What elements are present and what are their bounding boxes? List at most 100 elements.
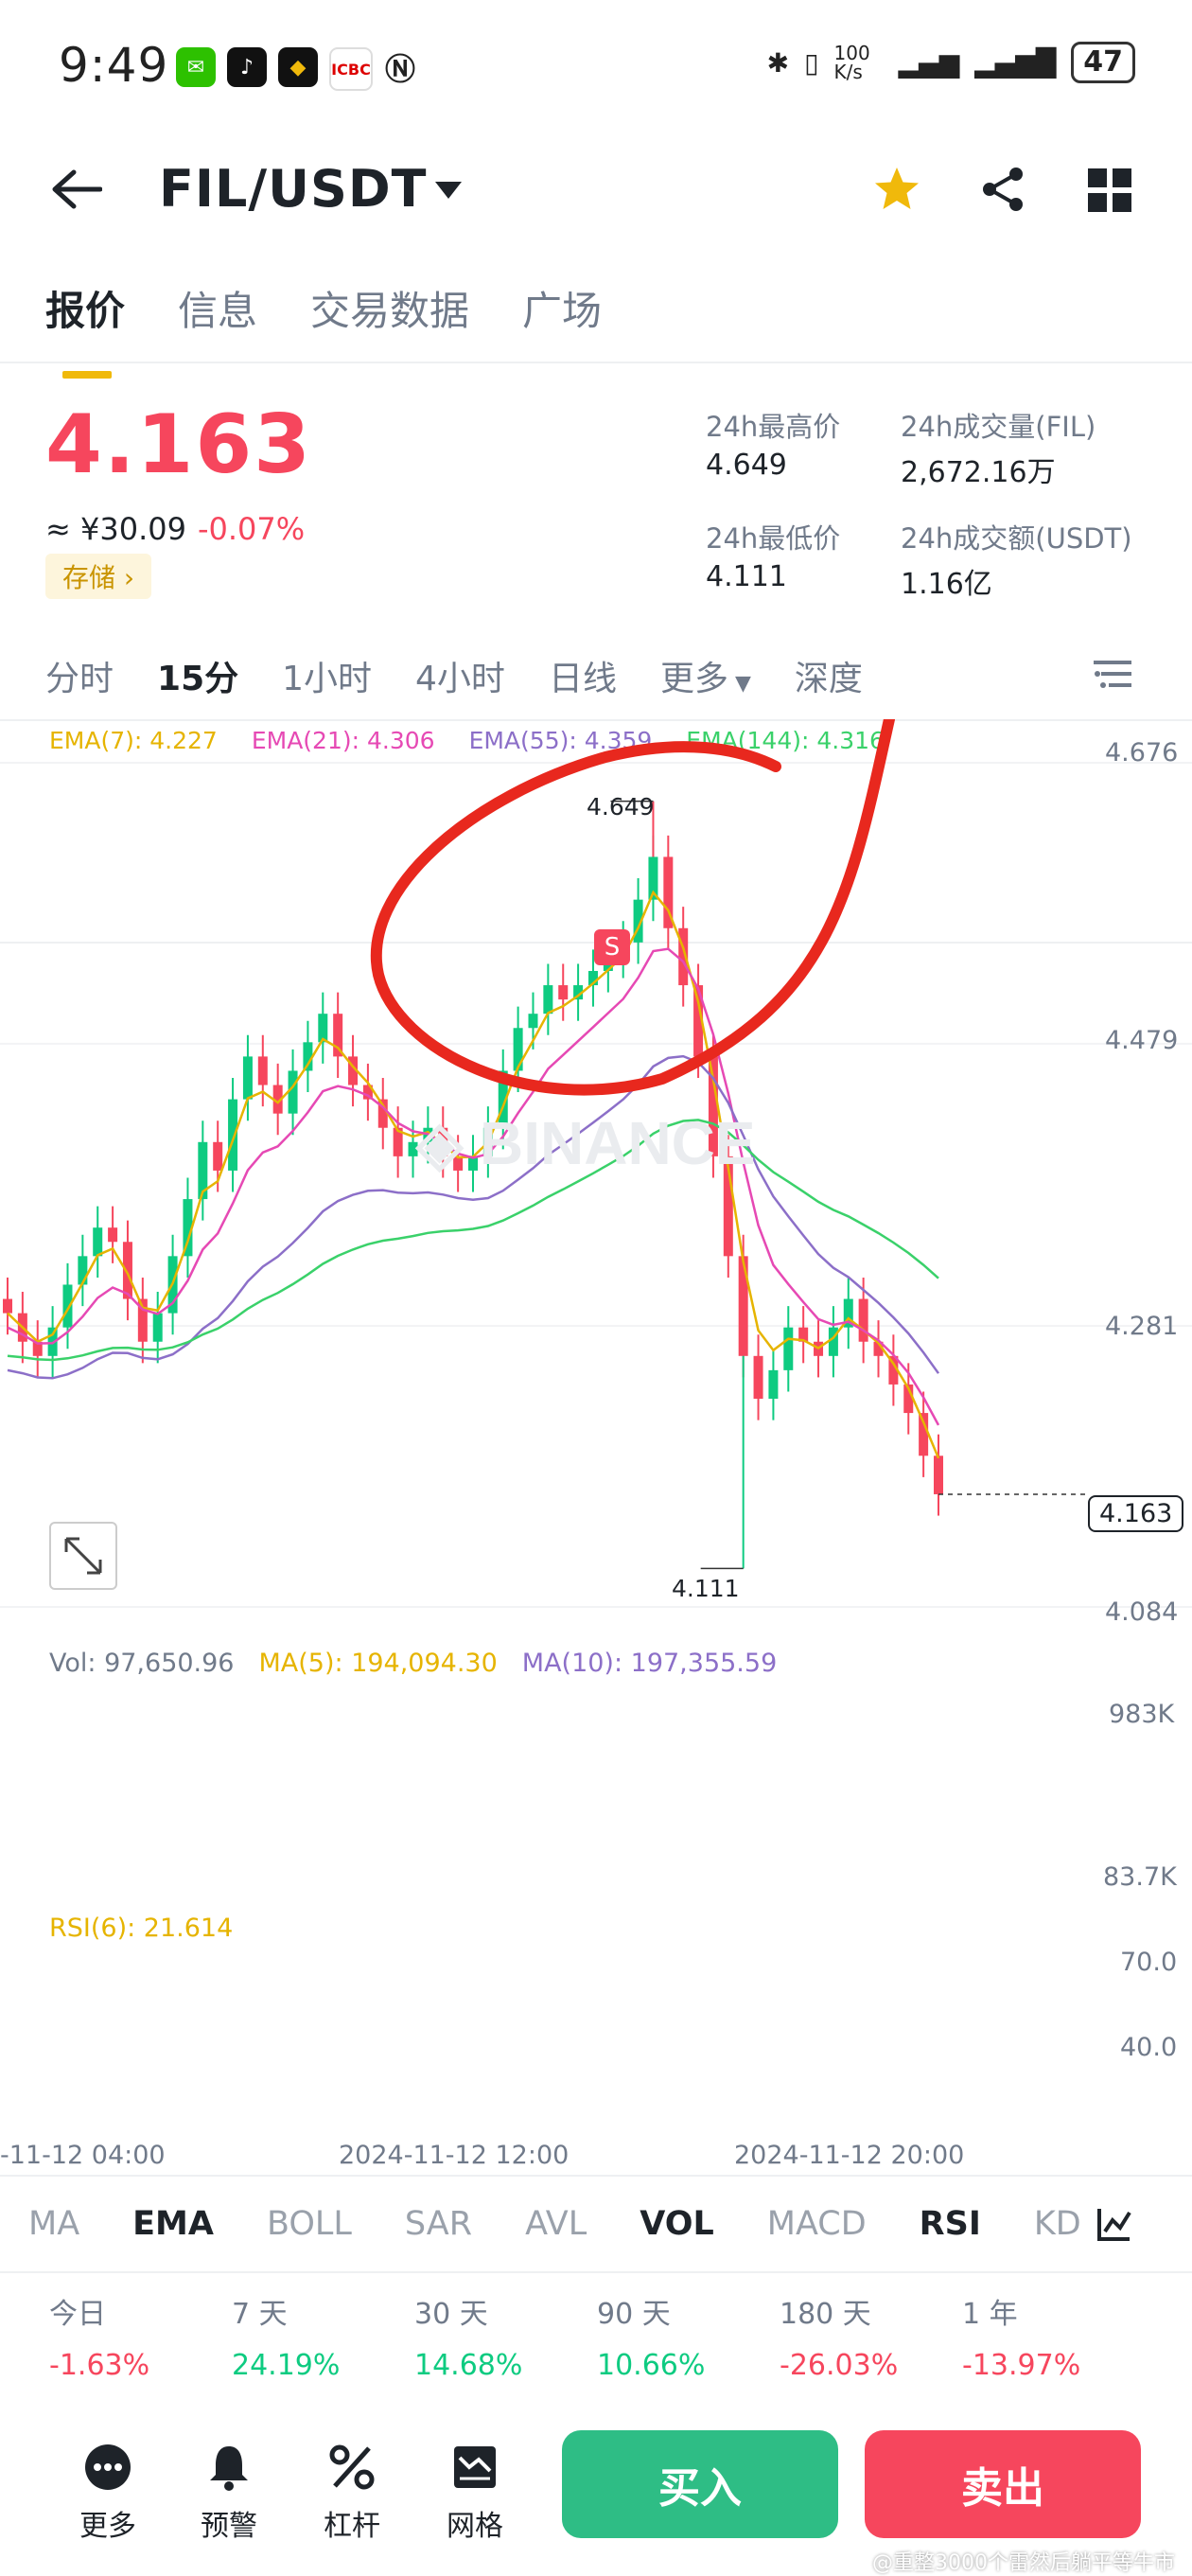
interval-1d[interactable]: 日线 [548,660,617,698]
status-right: ✱ ▯ 100 K/s ▂▄▆ ▂▄▆█ 47 [767,42,1135,83]
storage-tag-badge[interactable]: 存储 › [45,554,152,599]
grid-bot-label: 网格 [447,2510,503,2543]
candle-body [468,1156,478,1171]
candle-body [257,1056,268,1085]
candle-body [738,1256,748,1356]
volume-legend: Vol: 97,650.96 MA(5): 194,094.30 MA(10):… [49,1649,777,1678]
share-icon[interactable] [978,165,1027,214]
annotation-circle [371,719,895,1096]
chart-settings-icon[interactable] [1094,657,1131,691]
perf-label: 90 天 [597,2298,671,2331]
indicator-ema[interactable]: EMA [132,2205,214,2243]
time-axis-label: -11-12 04:00 [0,2141,166,2170]
interval-15m[interactable]: 15分 [157,660,239,698]
candle-body [333,1014,343,1057]
favorite-star-icon[interactable] [872,165,921,214]
perf-label: 180 天 [780,2298,871,2331]
candle-body [3,1298,12,1314]
indicator-boll[interactable]: BOLL [266,2205,352,2243]
interval-4h[interactable]: 4小时 [415,660,505,698]
ema144-line [7,1119,939,1362]
candle-body [723,1156,733,1257]
indicator-sar[interactable]: SAR [404,2205,473,2243]
leverage-button[interactable]: 杠杆 [305,2442,399,2544]
candle-body [122,1242,132,1299]
perf-item: 1 年 -13.97% [962,2290,1145,2382]
percent-icon [326,2442,377,2493]
alert-label: 预警 [201,2510,257,2543]
vol-usdt-value: 1.16亿 [901,568,992,601]
grid-bot-icon [449,2442,500,2493]
pair-title[interactable]: FIL/USDT [159,159,428,219]
candle-body [362,1085,373,1100]
expand-icon [64,1537,102,1575]
pair-dropdown-icon[interactable] [433,180,464,201]
tab-quote[interactable]: 报价 [45,279,125,379]
vol-label: Vol: 97,650.96 [49,1649,235,1678]
perf-item: 今日 -1.63% [49,2290,232,2382]
candle-body [828,1327,838,1356]
buy-button[interactable]: 买入 [562,2430,838,2538]
interval-line[interactable]: 分时 [45,660,114,698]
indicator-settings-icon[interactable] [1096,2205,1133,2243]
candle-body [228,1099,238,1171]
price-axis-label: 4.479 [1105,1026,1179,1055]
alert-button[interactable]: 预警 [182,2442,276,2544]
perf-item: 7 天 24.19% [232,2290,414,2382]
candle-body [768,1369,779,1400]
candle-body [93,1227,103,1257]
vol-fil-value: 2,672.16万 [901,456,1056,489]
binance-watermark: ◈ BINANCE [414,1109,756,1177]
indicator-vol[interactable]: VOL [640,2205,714,2243]
candle-body [648,856,658,900]
candle-body [78,1256,88,1285]
perf-label: 7 天 [232,2298,288,2331]
sell-button[interactable]: 卖出 [865,2430,1141,2538]
more-icon [82,2442,133,2493]
indicator-kd[interactable]: KD [1033,2205,1081,2243]
ema21-line [7,947,940,1426]
grid-menu-icon[interactable] [1088,168,1131,212]
perf-value: 14.68% [414,2349,523,2382]
candle-body [543,985,553,1015]
more-button[interactable]: 更多 [61,2442,155,2544]
sell-signal-marker[interactable]: S [594,929,630,965]
signal-icon: ▂▄▆ [898,46,960,79]
candle-body [62,1284,73,1328]
rsi-legend: RSI(6): 21.614 [49,1914,234,1943]
candle-body [888,1355,899,1385]
tab-trading-data[interactable]: 交易数据 [310,288,470,334]
candle-body [558,985,569,1000]
wechat-icon: ✉ [176,47,216,87]
fullscreen-button[interactable] [49,1522,117,1590]
battery-indicator: 47 [1071,42,1135,83]
volume-axis-label: 983K [1109,1700,1175,1729]
candle-body [708,1056,718,1156]
indicator-rsi[interactable]: RSI [919,2205,981,2243]
candle-body [453,1156,464,1171]
tiktok-icon: ♪ [227,47,267,87]
candle-body [242,1056,253,1100]
performance-row: 今日 -1.63% 7 天 24.19% 30 天 14.68% 90 天 10.66%… [49,2290,1147,2382]
ema-legend: EMA(7): 4.227 EMA(21): 4.306 EMA(55): 4.… [49,727,885,754]
candle-body [678,927,689,986]
indicator-ma[interactable]: MA [28,2205,80,2243]
net-speed: 100 K/s [833,42,870,83]
low-24h-label: 24h最低价 [706,522,841,555]
candle-body [213,1141,223,1171]
perf-value: -13.97% [962,2349,1081,2382]
back-arrow-icon[interactable] [49,168,102,210]
tab-square[interactable]: 广场 [522,288,603,334]
candlestick-chart[interactable]: ◈ BINANCE [0,719,1192,1628]
grid-bot-button[interactable]: 网格 [428,2442,522,2544]
interval-more[interactable]: 更多 ▼ [659,660,751,698]
interval-depth[interactable]: 深度 [794,660,863,698]
leverage-label: 杠杆 [324,2510,380,2543]
indicator-macd[interactable]: MACD [766,2205,867,2243]
indicator-avl[interactable]: AVL [525,2205,587,2243]
candle-body [573,985,584,1000]
interval-1h[interactable]: 1小时 [282,660,373,698]
candle-body [498,1070,508,1128]
tab-info[interactable]: 信息 [178,288,258,334]
candle-body [783,1327,794,1370]
